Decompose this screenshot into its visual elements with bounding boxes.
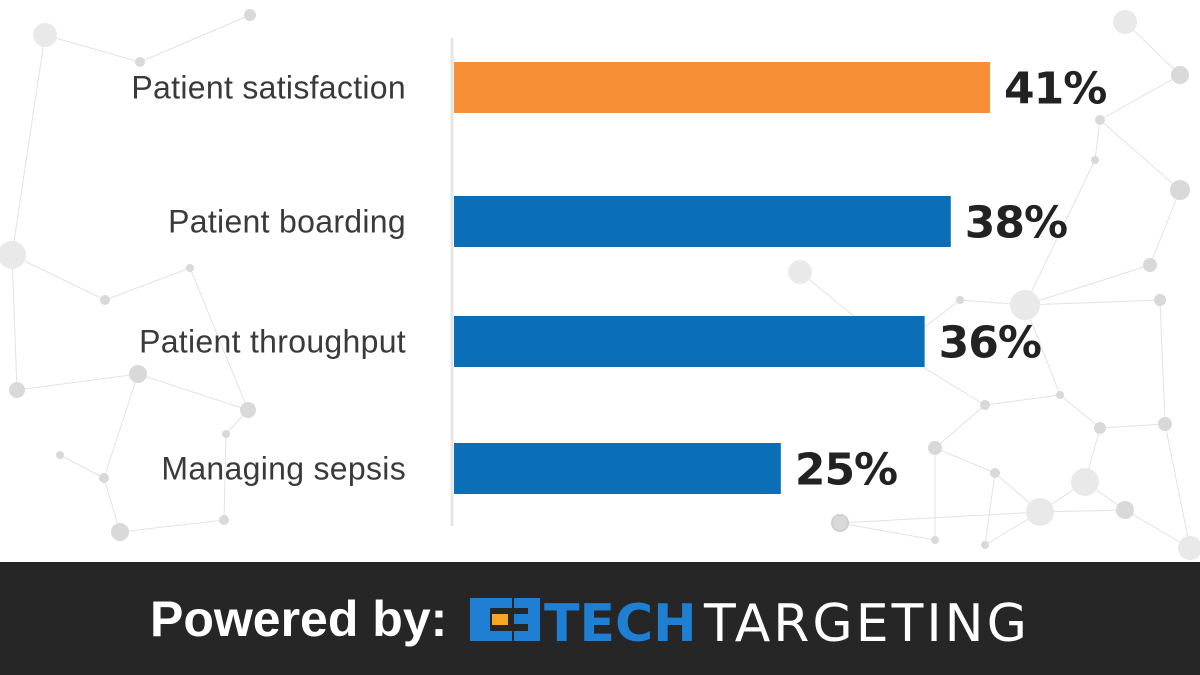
powered-by-label: Powered by:	[150, 591, 447, 647]
network-node	[1026, 498, 1054, 526]
network-node	[100, 295, 110, 305]
network-node	[240, 402, 256, 418]
category-label: Patient satisfaction	[131, 70, 406, 106]
network-node	[1010, 290, 1040, 320]
network-node	[788, 260, 812, 284]
network-link	[984, 472, 996, 546]
brand-tech-text: TECH	[544, 594, 697, 654]
network-node	[990, 468, 1000, 478]
network-link	[984, 394, 1061, 406]
network-link	[223, 433, 227, 521]
network-node	[186, 264, 194, 272]
network-link	[934, 404, 986, 449]
network-node	[219, 515, 229, 525]
network-link	[11, 254, 106, 301]
network-link	[839, 522, 936, 541]
value-label: 36%	[939, 318, 1041, 369]
network-link	[11, 254, 18, 391]
network-node	[99, 473, 109, 483]
network-node	[1154, 294, 1166, 306]
network-link	[1099, 74, 1181, 121]
network-node	[1071, 468, 1099, 496]
network-link	[1099, 119, 1181, 191]
network-node	[956, 296, 964, 304]
network-node	[980, 400, 990, 410]
network-node	[56, 451, 64, 459]
bar-3	[454, 443, 781, 494]
network-node	[831, 514, 849, 532]
value-label: 38%	[965, 198, 1067, 249]
network-node	[981, 541, 989, 549]
network-link	[189, 267, 249, 411]
network-node	[33, 23, 57, 47]
network-link	[11, 34, 46, 256]
network-link	[1039, 509, 1126, 513]
network-link	[1024, 264, 1151, 306]
network-link	[139, 14, 251, 63]
network-link	[1159, 299, 1166, 425]
footer-content: Powered by: TECH TARGETING	[150, 591, 1030, 654]
network-link	[103, 373, 139, 479]
network-link	[16, 373, 139, 391]
network-node	[222, 430, 230, 438]
bar-1	[454, 196, 951, 247]
brand-targeting-text: TARGETING	[703, 594, 1030, 654]
category-label: Managing sepsis	[161, 451, 406, 487]
network-node	[244, 9, 256, 21]
value-label: 25%	[795, 445, 897, 496]
bar-2	[454, 316, 925, 367]
network-node	[1056, 391, 1064, 399]
network-link	[1124, 21, 1181, 76]
background-network-pattern	[0, 9, 1200, 560]
network-link	[839, 511, 1041, 524]
network-link	[1164, 423, 1191, 549]
network-link	[1149, 189, 1181, 266]
network-link	[1024, 304, 1061, 396]
network-node	[931, 536, 939, 544]
network-link	[1094, 119, 1101, 161]
bar-0	[454, 62, 990, 113]
network-link	[119, 519, 225, 533]
network-node	[1170, 180, 1190, 200]
network-node	[832, 515, 848, 531]
network-node	[1143, 258, 1157, 272]
network-node	[1171, 66, 1189, 84]
network-link	[1099, 423, 1166, 429]
bar-chart: Patient satisfaction 41% Patient boarding 3…	[131, 38, 1107, 526]
category-label: Patient throughput	[139, 324, 406, 360]
network-link	[103, 477, 121, 533]
network-node	[9, 382, 25, 398]
network-node	[1116, 501, 1134, 519]
network-node	[111, 523, 129, 541]
network-node	[129, 365, 147, 383]
network-node	[1094, 422, 1106, 434]
network-link	[1059, 394, 1101, 429]
network-node	[1091, 156, 1099, 164]
brand-mark-icon	[470, 598, 540, 641]
network-link	[1024, 159, 1096, 306]
footer-banner: Powered by: TECH TARGETING	[0, 562, 1200, 675]
network-link	[1124, 509, 1191, 549]
techtarget-logo: TECH TARGETING	[470, 594, 1030, 654]
network-link	[59, 454, 105, 479]
network-node	[1158, 417, 1172, 431]
network-node	[1178, 536, 1200, 560]
network-link	[934, 447, 996, 474]
network-node	[1095, 115, 1105, 125]
category-label: Patient boarding	[168, 204, 406, 240]
network-node	[135, 57, 145, 67]
network-node	[928, 441, 942, 455]
network-link	[137, 373, 249, 411]
network-link	[104, 267, 191, 301]
network-link	[44, 34, 141, 63]
network-link	[1024, 299, 1161, 306]
value-label: 41%	[1004, 64, 1106, 115]
network-node	[0, 241, 26, 269]
network-node	[1113, 10, 1137, 34]
